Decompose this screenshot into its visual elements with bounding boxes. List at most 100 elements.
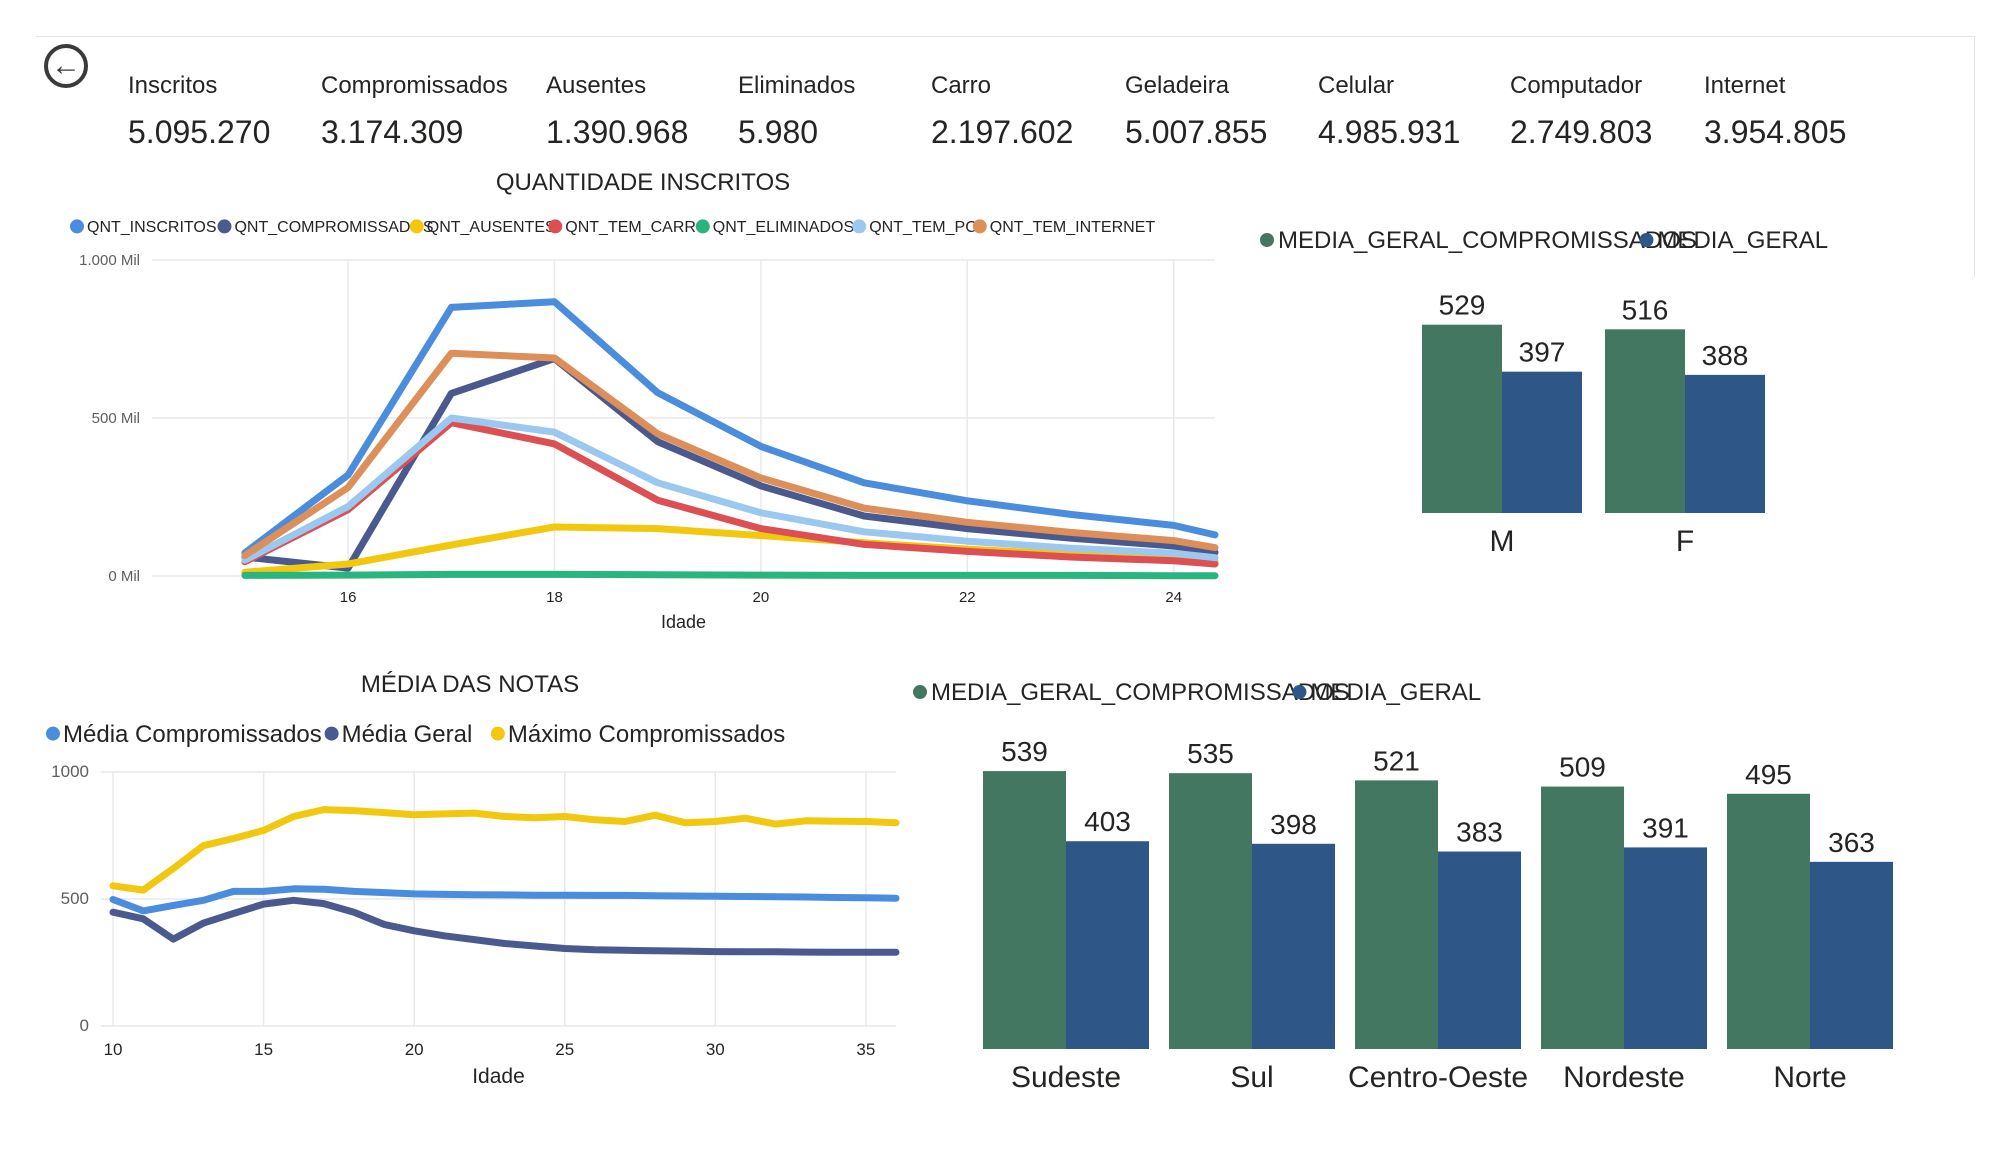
x-axis-label: Idade <box>661 612 706 632</box>
category-label: Sudeste <box>1011 1061 1121 1094</box>
series-line <box>109 896 900 956</box>
bar <box>1502 371 1582 513</box>
legend-entry: MEDIA_GERAL <box>1310 679 1481 706</box>
data-label: 363 <box>1828 827 1875 858</box>
x-tick-label: 24 <box>1165 589 1182 606</box>
legend-entry: QNT_TEM_INTERNET <box>990 219 1156 236</box>
kpi-card: Ausentes 1.390.968 <box>546 72 688 151</box>
kpi-label: Internet <box>1704 72 1786 99</box>
x-tick-label: 20 <box>753 589 770 606</box>
legend-swatch <box>217 219 232 234</box>
chart-title: MÉDIA DAS NOTAS <box>361 671 579 698</box>
legend-swatch <box>324 726 339 741</box>
bar <box>983 771 1066 1049</box>
data-label: 516 <box>1622 294 1669 325</box>
x-tick-label: 18 <box>546 589 563 606</box>
x-tick-label: 20 <box>405 1040 424 1059</box>
legend-swatch <box>1292 685 1307 699</box>
legend-entry: Média Geral <box>342 721 473 748</box>
x-tick-label: 22 <box>959 589 976 606</box>
x-tick-label: 15 <box>254 1040 273 1059</box>
category-label: Centro-Oeste <box>1348 1061 1528 1094</box>
y-tick-label: 500 Mil <box>92 410 140 427</box>
bar <box>1252 843 1335 1049</box>
x-tick-label: 16 <box>340 589 357 606</box>
bar <box>1438 851 1521 1049</box>
kpi-label: Ausentes <box>546 72 647 99</box>
series-line <box>109 806 900 894</box>
kpi-card: Carro 2.197.602 <box>931 72 1073 151</box>
legend-swatch <box>409 219 424 234</box>
data-label: 403 <box>1084 806 1131 837</box>
bar <box>1685 374 1765 513</box>
bar <box>1624 847 1707 1049</box>
data-label: 539 <box>1001 736 1048 767</box>
data-label: 495 <box>1745 759 1792 790</box>
series-line <box>109 885 900 915</box>
bar <box>1727 793 1810 1049</box>
kpi-label: Celular <box>1318 72 1395 99</box>
kpi-value: 5.095.270 <box>128 114 271 150</box>
x-tick-label: 25 <box>555 1040 574 1059</box>
category-label: M <box>1490 525 1515 558</box>
kpi-label: Compromissados <box>321 72 508 99</box>
x-tick-label: 10 <box>104 1040 123 1059</box>
category-label: Sul <box>1230 1061 1273 1094</box>
y-tick-label: 1000 <box>51 762 89 781</box>
legend-entry: MEDIA_GERAL <box>1657 227 1828 254</box>
kpi-label: Geladeira <box>1125 72 1230 99</box>
kpi-card: Eliminados 5.980 <box>738 72 855 151</box>
kpi-value: 4.985.931 <box>1318 114 1461 150</box>
bar <box>1810 861 1893 1049</box>
kpi-value: 2.197.602 <box>931 114 1074 150</box>
y-tick-label: 0 <box>80 1016 89 1035</box>
data-label: 529 <box>1439 290 1486 321</box>
data-label: 391 <box>1642 812 1689 843</box>
legend-entry: QNT_COMPROMISSADOS <box>234 219 433 236</box>
bar <box>1422 324 1502 513</box>
x-tick-label: 35 <box>856 1040 875 1059</box>
bar <box>1066 841 1149 1049</box>
data-label: 509 <box>1559 752 1606 783</box>
kpi-value: 5.980 <box>738 114 819 150</box>
kpi-value: 3.174.309 <box>321 114 464 150</box>
kpi-value: 1.390.968 <box>546 114 689 150</box>
kpi-card: Computador 2.749.803 <box>1510 72 1652 151</box>
data-label: 383 <box>1456 817 1503 848</box>
legend-entry: MEDIA_GERAL_COMPROMISSADOS <box>1278 227 1697 254</box>
data-label: 388 <box>1702 340 1749 371</box>
series-line <box>241 349 1219 559</box>
data-label: 397 <box>1519 337 1566 368</box>
data-label: 521 <box>1373 745 1420 776</box>
category-label: Nordeste <box>1563 1061 1685 1094</box>
y-tick-label: 1.000 Mil <box>79 252 140 269</box>
x-axis-label: Idade <box>472 1065 525 1088</box>
bar <box>1605 329 1685 513</box>
legend-swatch <box>46 726 60 741</box>
data-label: 398 <box>1270 809 1317 840</box>
kpi-card: Geladeira 5.007.855 <box>1125 72 1267 151</box>
y-tick-label: 0 Mil <box>108 568 140 585</box>
legend-entry: MEDIA_GERAL_COMPROMISSADOS <box>931 679 1350 706</box>
legend-swatch <box>1260 233 1274 247</box>
legend-entry: QNT_AUSENTES <box>427 219 556 236</box>
series-line <box>241 298 1219 557</box>
legend-swatch <box>852 219 867 234</box>
kpi-label: Eliminados <box>738 72 856 99</box>
data-label: 535 <box>1187 738 1234 769</box>
legend-swatch <box>1639 233 1654 247</box>
legend-swatch <box>695 219 710 234</box>
legend-entry: QNT_TEM_CARRO <box>565 219 708 236</box>
kpi-value: 3.954.805 <box>1704 114 1847 150</box>
legend-entry: Máximo Compromissados <box>508 721 785 748</box>
kpi-label: Inscritos <box>128 72 218 99</box>
kpi-card: Internet 3.954.805 <box>1704 72 1846 151</box>
kpi-label: Carro <box>931 72 992 99</box>
kpi-value: 5.007.855 <box>1125 114 1268 150</box>
back-arrow-icon[interactable]: ← <box>44 44 88 88</box>
kpi-card: Celular 4.985.931 <box>1318 72 1460 151</box>
legend-swatch <box>70 219 84 234</box>
kpi-value: 2.749.803 <box>1510 114 1653 150</box>
chart-title: QUANTIDADE INSCRITOS <box>496 169 790 196</box>
